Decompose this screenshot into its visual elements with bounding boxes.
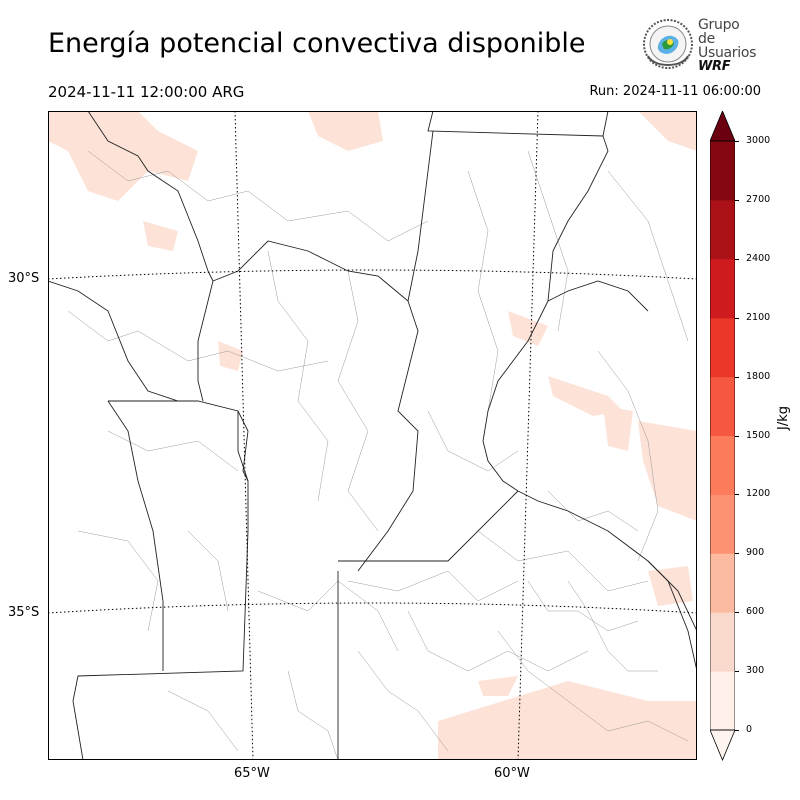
colorbar-band — [710, 258, 735, 319]
cape-field — [48, 111, 697, 760]
colorbar-tick-label: 2400 — [746, 252, 771, 264]
colorbar-tick-mark — [735, 317, 739, 319]
colorbar-tick-label: 900 — [746, 547, 765, 559]
meridian-60w — [517, 111, 539, 760]
colorbar-band — [710, 671, 735, 731]
logo-line-2: Usuarios — [698, 45, 757, 61]
colorbar-tick-mark — [735, 494, 739, 496]
lon-label-65w: 65°W — [234, 766, 270, 781]
run-time: Run: 2024-11-11 06:00:00 — [589, 84, 761, 99]
colorbar-extend-high — [710, 111, 735, 142]
map-panel — [48, 111, 697, 760]
department-boundaries — [67, 150, 689, 760]
colorbar-tick-mark — [735, 258, 739, 260]
chart-title: Energía potencial convectiva disponible — [48, 28, 586, 59]
province-boundaries — [48, 111, 697, 760]
colorbar-tick-label: 2100 — [746, 311, 771, 323]
lat-label-30s: 30°S — [8, 271, 40, 286]
colorbar-band — [710, 553, 735, 613]
parallel-30s — [48, 269, 697, 280]
colorbar-tick-mark — [735, 612, 739, 614]
graticule — [48, 111, 697, 760]
logo-emblem-icon — [643, 19, 693, 69]
wrf-logo: Grupo de Usuarios WRF — [640, 16, 760, 76]
colorbar-tick-label: 600 — [746, 606, 765, 618]
colorbar-band — [710, 435, 735, 495]
map-background — [48, 111, 697, 760]
logo-text: Grupo de Usuarios WRF — [698, 18, 760, 74]
colorbar-tick-label: 3000 — [746, 135, 771, 146]
colorbar-band — [710, 494, 735, 554]
colorbar-unit: J/kg — [776, 406, 791, 430]
colorbar-band — [710, 199, 735, 260]
parallel-35s — [48, 602, 697, 614]
map-frame — [48, 111, 697, 760]
colorbar-band — [710, 612, 735, 672]
colorbar-bands — [710, 141, 735, 731]
meridian-65w — [234, 111, 254, 760]
colorbar-tick-mark — [735, 553, 739, 555]
logo-line-3: WRF — [698, 59, 731, 74]
colorbar-tick-mark — [735, 730, 739, 731]
colorbar-tick-label: 2700 — [746, 193, 771, 205]
lat-label-35s: 35°S — [8, 605, 40, 620]
colorbar-band — [710, 141, 735, 201]
colorbar-tick-label: 1200 — [746, 488, 771, 500]
colorbar-band — [710, 376, 735, 436]
colorbar-tick-label: 1500 — [746, 429, 771, 441]
colorbar-tick-mark — [735, 376, 739, 378]
colorbar-tick-mark — [735, 199, 739, 201]
valid-time: 2024-11-11 12:00:00 ARG — [48, 83, 245, 101]
lon-label-60w: 60°W — [494, 766, 530, 781]
colorbar-tick-label: 0 — [746, 724, 753, 735]
colorbar-tick-mark — [735, 435, 739, 437]
colorbar-band — [710, 317, 735, 378]
colorbar-frame — [710, 140, 735, 731]
colorbar-extend-low — [710, 729, 735, 761]
colorbar — [710, 111, 735, 761]
colorbar-tick-mark — [735, 141, 739, 142]
logo-line-1: Grupo de — [698, 17, 740, 47]
colorbar-tick-label: 300 — [746, 665, 765, 677]
colorbar-tick-mark — [735, 671, 739, 673]
colorbar-tick-label: 1800 — [746, 370, 771, 382]
